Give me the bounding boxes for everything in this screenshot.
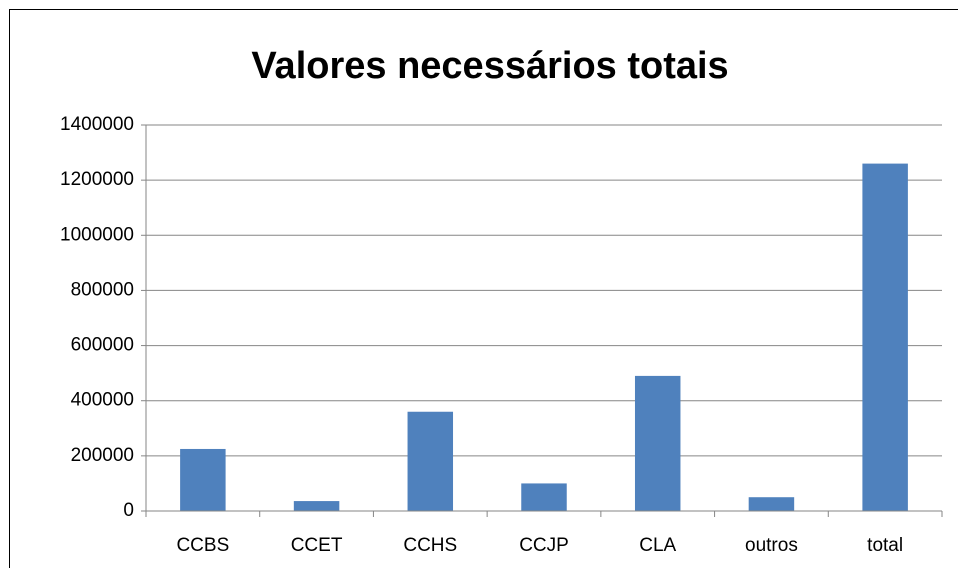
x-tick-label: CLA	[639, 535, 676, 556]
bar	[634, 375, 681, 511]
bar	[862, 163, 908, 511]
y-tick-label: 1000000	[60, 224, 134, 245]
y-tick-label: 200000	[71, 445, 134, 466]
y-tick-label: 600000	[71, 335, 134, 356]
bar	[407, 411, 454, 511]
y-tick-label: 0	[123, 500, 134, 521]
x-tick-label: CCBS	[176, 535, 229, 556]
y-tick-label: 800000	[71, 279, 134, 300]
x-tick-label: CCJP	[519, 535, 569, 556]
x-tick-label: CCHS	[403, 535, 457, 556]
bar	[521, 483, 567, 511]
y-tick-label: 1400000	[60, 114, 134, 135]
x-tick-label: CCET	[291, 535, 343, 556]
y-tick-label: 1200000	[60, 169, 134, 190]
chart-border	[9, 9, 958, 568]
x-tick-label: outros	[745, 535, 798, 556]
x-tick-label: total	[867, 535, 903, 556]
bar	[180, 448, 226, 511]
y-tick-label: 400000	[71, 390, 134, 411]
bar	[748, 497, 795, 511]
bar	[293, 501, 340, 511]
chart-title: Valores necessários totais	[251, 45, 728, 87]
